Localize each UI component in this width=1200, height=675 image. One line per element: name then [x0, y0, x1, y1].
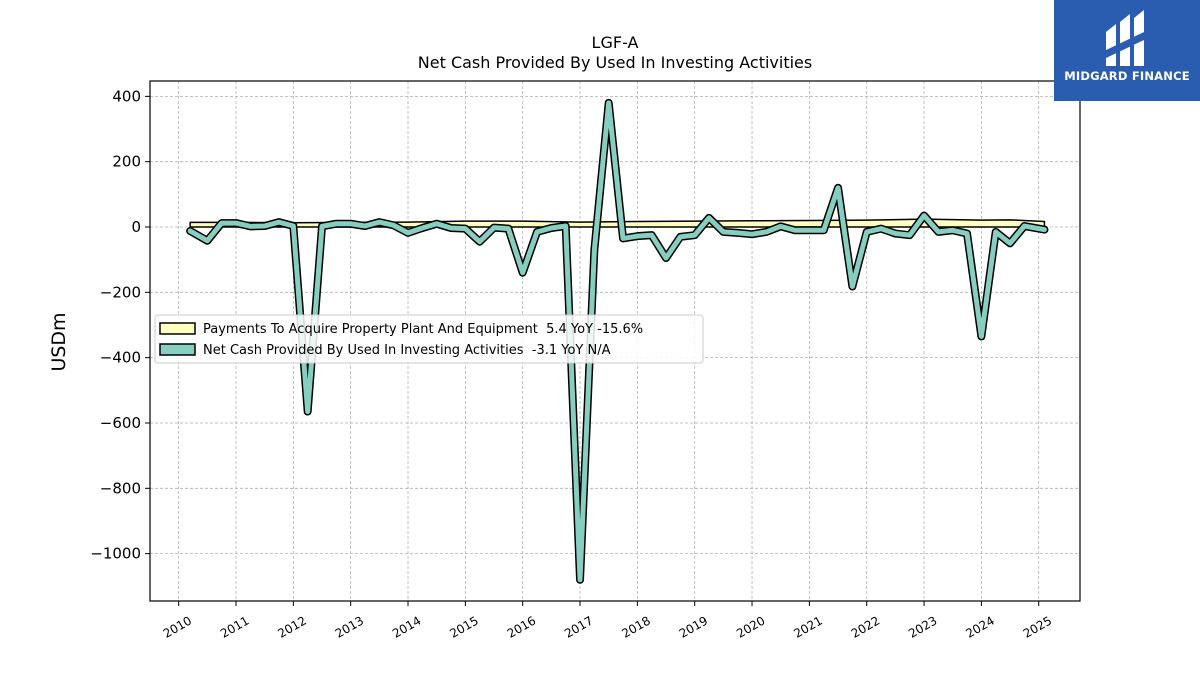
- x-tick-label-9: 2019: [677, 613, 710, 640]
- y-axis-label: USDm: [48, 312, 70, 371]
- y-tick-label-6: −800: [100, 479, 141, 497]
- x-tick-label-13: 2023: [906, 613, 939, 640]
- series-layer: [186, 98, 1049, 584]
- x-tick-label-2: 2012: [275, 613, 308, 640]
- y-tick-label-7: −1000: [90, 545, 141, 563]
- x-tick-label-11: 2021: [791, 613, 824, 640]
- y-tick-label-1: 200: [112, 153, 141, 171]
- x-tick-label-12: 2022: [849, 613, 882, 640]
- legend: Payments To Acquire Property Plant And E…: [154, 314, 704, 364]
- y-axis-ticks: 400 200 0 −200 −400 −600 −800 −1000: [90, 87, 150, 563]
- x-tick-label-8: 2018: [619, 613, 652, 640]
- x-tick-label-0: 2010: [161, 613, 194, 640]
- x-tick-label-7: 2017: [562, 613, 595, 640]
- midgard-finance-logo: MIDGARD FINANCE: [1054, 0, 1200, 101]
- legend-box: [154, 314, 704, 364]
- x-tick-label-14: 2024: [963, 613, 996, 640]
- x-tick-label-6: 2016: [505, 613, 538, 640]
- legend-swatch-investing: [159, 343, 196, 356]
- y-tick-label-4: −400: [100, 349, 141, 367]
- chart-subtitle: Net Cash Provided By Used In Investing A…: [418, 53, 812, 72]
- y-tick-label-5: −600: [100, 414, 141, 432]
- x-tick-label-15: 2025: [1021, 613, 1054, 640]
- logo-text: MIDGARD FINANCE: [1064, 69, 1190, 83]
- y-tick-label-3: −200: [100, 283, 141, 301]
- x-tick-label-4: 2014: [390, 613, 423, 640]
- x-tick-label-10: 2020: [734, 613, 767, 640]
- x-tick-label-5: 2015: [447, 613, 480, 640]
- x-tick-label-1: 2011: [218, 613, 251, 640]
- y-tick-label-0: 400: [112, 87, 141, 105]
- midgard-finance-logo-icon: [1106, 10, 1144, 66]
- plot-frame: [149, 80, 1081, 602]
- series-investing-line: [187, 100, 1047, 583]
- chart-title: LGF-A: [592, 33, 639, 52]
- legend-label-investing: Net Cash Provided By Used In Investing A…: [203, 343, 611, 358]
- x-axis-ticks: 2010 2011 2012 2013 2014 2015 2016 2017 2018 2019…: [161, 601, 1054, 641]
- axes: [149, 80, 1081, 602]
- legend-swatch-ppe: [159, 322, 196, 335]
- x-tick-label-3: 2013: [333, 613, 366, 640]
- legend-label-ppe: Payments To Acquire Property Plant And E…: [203, 322, 643, 337]
- y-tick-label-2: 0: [131, 218, 141, 236]
